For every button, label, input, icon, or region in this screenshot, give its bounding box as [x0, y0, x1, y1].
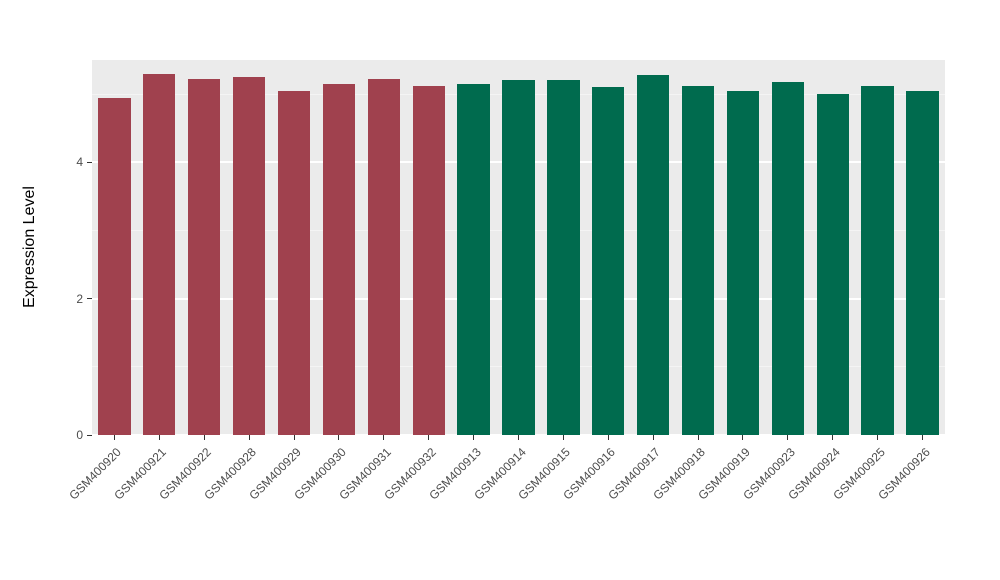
x-tick-mark [652, 435, 654, 440]
bar [143, 73, 176, 435]
y-tick-label: 2 [76, 291, 83, 306]
x-tick-label: GSM400918 [650, 445, 708, 503]
bar [232, 77, 266, 435]
x-tick-label: GSM400921 [111, 445, 170, 503]
bar [547, 80, 580, 435]
x-tick-label: GSM400926 [874, 445, 933, 503]
x-tick-label: GSM400925 [830, 445, 888, 503]
x-tick-label: GSM400928 [201, 445, 260, 503]
bar [457, 83, 490, 435]
y-tick-label: 4 [76, 155, 83, 170]
bar [861, 85, 894, 435]
x-tick-mark [158, 435, 160, 440]
y-axis-title: Expression Level [21, 186, 38, 308]
x-tick-mark [697, 435, 699, 440]
y-tick-label: 0 [76, 428, 83, 442]
bar [906, 90, 939, 435]
x-tick-mark [787, 435, 789, 440]
x-tick-label: GSM400913 [425, 445, 484, 503]
bar [592, 87, 625, 435]
x-tick-mark [742, 435, 744, 440]
y-tick-mark [87, 298, 92, 300]
x-tick-label: GSM400930 [291, 445, 349, 503]
bar [277, 90, 311, 435]
x-tick-mark [113, 435, 115, 440]
x-tick-mark [518, 435, 519, 440]
bar [637, 75, 670, 435]
x-tick-label: GSM400931 [336, 445, 394, 503]
x-tick-label: GSM400917 [605, 445, 664, 503]
x-tick-mark [248, 435, 250, 440]
x-tick-mark [877, 435, 879, 440]
x-tick-mark [562, 435, 564, 440]
bar [98, 97, 131, 435]
x-tick-mark [293, 435, 295, 440]
bar [771, 81, 805, 435]
x-tick-mark [338, 435, 340, 440]
bar [816, 94, 849, 435]
x-tick-mark [473, 435, 475, 440]
x-tick-label: GSM400919 [695, 445, 753, 503]
plot-panel [92, 60, 945, 436]
x-tick-mark [922, 435, 924, 440]
x-tick-mark [383, 435, 385, 440]
x-tick-mark [203, 435, 205, 440]
x-tick-label: GSM400924 [785, 445, 843, 503]
x-tick-label: GSM400915 [515, 445, 574, 503]
x-tick-label: GSM400922 [156, 445, 215, 503]
x-tick-label: GSM400932 [381, 445, 439, 503]
y-tick-mark [87, 161, 92, 163]
bar [367, 79, 400, 435]
bar [681, 85, 715, 435]
x-tick-label: GSM400916 [560, 445, 619, 503]
x-tick-label: GSM400929 [246, 445, 304, 503]
x-tick-label: GSM400914 [470, 445, 529, 503]
x-tick-mark [832, 435, 834, 440]
x-tick-label: GSM400923 [740, 445, 798, 503]
x-tick-mark [607, 435, 609, 440]
y-tick-mark [87, 434, 92, 436]
bar [322, 83, 356, 435]
x-tick-label: GSM400920 [66, 445, 125, 503]
bar [502, 80, 535, 435]
bar [412, 85, 445, 435]
bar [188, 79, 221, 435]
x-tick-mark [428, 435, 430, 440]
bar [726, 90, 760, 435]
